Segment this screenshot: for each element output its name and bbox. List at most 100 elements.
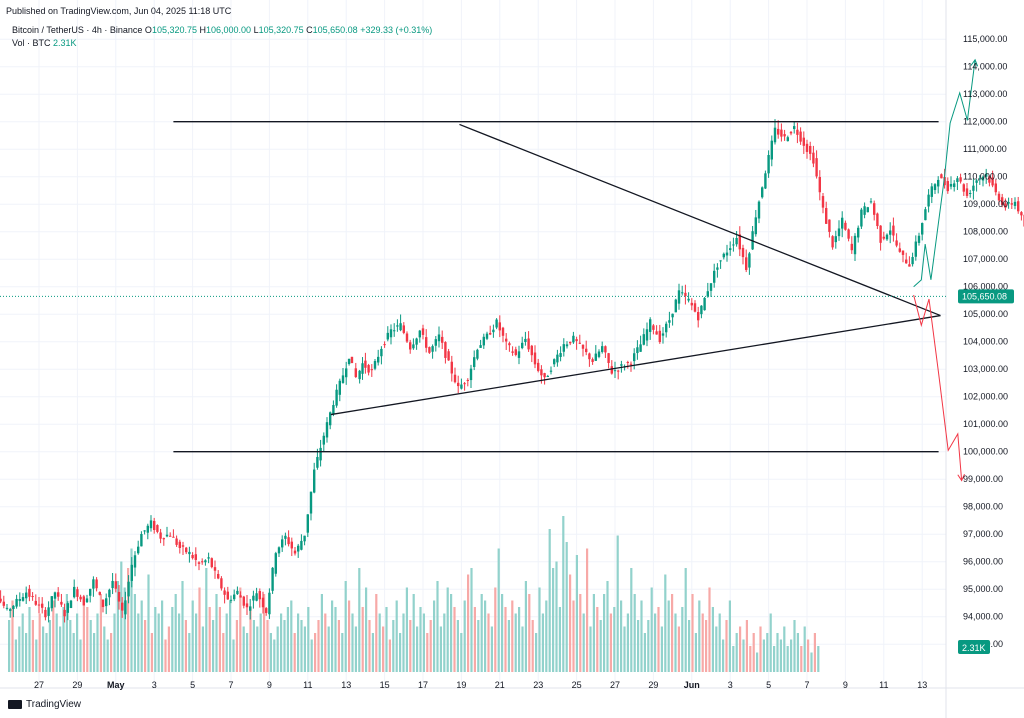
- candle-body: [898, 248, 901, 252]
- candle-body: [149, 520, 153, 529]
- volume-bar: [640, 600, 643, 672]
- volume-bar: [626, 613, 629, 672]
- volume-bar: [28, 607, 31, 672]
- volume-bar: [677, 626, 680, 672]
- candle-body: [511, 351, 514, 353]
- candle-body: [569, 341, 572, 344]
- volume-bar: [783, 626, 786, 672]
- candle-body: [873, 203, 876, 215]
- volume-bar: [477, 620, 480, 672]
- candle-body: [556, 354, 559, 363]
- volume-bar: [314, 633, 317, 672]
- candle-body: [885, 234, 889, 240]
- volume-bar: [25, 633, 28, 672]
- candle-body: [735, 238, 738, 245]
- candle-body: [741, 247, 745, 258]
- candle-body: [681, 292, 684, 294]
- candle-body: [396, 325, 399, 327]
- candle-body: [937, 179, 940, 187]
- candle-body: [527, 338, 530, 350]
- candle-body: [972, 185, 975, 191]
- price-tick-label: 112,000.00: [963, 117, 1007, 127]
- candle-body: [754, 217, 757, 235]
- candle-body: [953, 183, 956, 188]
- candle-body: [508, 343, 511, 346]
- volume-bar: [96, 613, 99, 672]
- candle-body: [802, 137, 805, 146]
- volume-bar: [324, 613, 327, 672]
- candle-body: [642, 334, 645, 345]
- volume-bar: [701, 613, 704, 672]
- volume-bar: [688, 620, 691, 672]
- volume-bar: [8, 620, 11, 672]
- candle-body: [722, 253, 725, 258]
- candle-body: [690, 302, 693, 306]
- candle-body: [82, 596, 85, 606]
- volume-bar: [399, 633, 402, 672]
- candle-body: [127, 581, 130, 597]
- candle-body: [431, 346, 434, 352]
- candle-body: [63, 609, 66, 617]
- volume-bar: [769, 613, 772, 672]
- bullish-projection: [913, 59, 976, 288]
- volume-bar: [647, 620, 650, 672]
- candle-body: [233, 594, 236, 600]
- candle-body: [50, 596, 53, 609]
- candle-body: [796, 129, 799, 135]
- volume-bar: [715, 626, 718, 672]
- volume-bar: [303, 626, 306, 672]
- price-axis[interactable]: 115,000.00 114,000.00 113,000.00 112,000.00…: [958, 34, 1014, 654]
- candle-body: [837, 228, 841, 237]
- time-tick-label: May: [107, 680, 125, 690]
- candle-body: [882, 236, 885, 239]
- candle-body: [12, 605, 15, 610]
- volume-bar: [643, 633, 646, 672]
- high-label: H: [199, 25, 207, 35]
- volume-bar: [106, 639, 109, 672]
- time-axis[interactable]: 27 29 May 3 5 7 9 11 13 15 17 19 21 23 25 27 29 Jun 3 5 7 9 11…: [34, 680, 927, 690]
- candle-body: [415, 338, 418, 345]
- candle-body: [607, 353, 610, 364]
- volume-bar: [803, 626, 806, 672]
- candle-body: [959, 177, 962, 182]
- volume-bar: [460, 633, 463, 672]
- volume-bar: [110, 633, 113, 672]
- volume-bar: [579, 594, 582, 672]
- candle-body: [345, 368, 348, 378]
- volume-bar: [195, 613, 198, 672]
- volume-bar: [606, 581, 609, 672]
- volume-bar: [334, 607, 337, 672]
- candle-body: [828, 219, 831, 232]
- candle-body: [469, 368, 473, 381]
- volume-bar: [409, 620, 412, 672]
- volume-bar: [552, 568, 555, 672]
- candle-body: [495, 319, 498, 328]
- volume-bar: [154, 607, 157, 672]
- candle-body: [341, 375, 345, 383]
- candle-body: [325, 422, 329, 438]
- candle-body: [578, 342, 581, 344]
- candle-body: [661, 333, 665, 336]
- candle-body: [921, 223, 924, 235]
- volume-bar: [388, 639, 391, 672]
- candle-body: [997, 193, 1001, 201]
- candle-body: [777, 128, 780, 135]
- volume-bar: [256, 626, 259, 672]
- candle-body: [713, 270, 716, 283]
- volume-bar: [620, 600, 623, 672]
- volume-bar: [341, 633, 344, 672]
- high-value: 106,000.00: [206, 25, 252, 35]
- candle-body: [44, 609, 47, 618]
- volume-bar: [518, 607, 521, 672]
- volume-bar: [705, 620, 708, 672]
- candle-body: [639, 344, 642, 352]
- volume-bar: [35, 639, 38, 672]
- volume-bar: [535, 633, 538, 672]
- tradingview-logo[interactable]: TradingView: [8, 699, 81, 710]
- candle-body: [706, 291, 709, 297]
- drawing-annotations[interactable]: [0, 58, 979, 482]
- volume-bar: [725, 620, 728, 672]
- candle-body: [73, 586, 76, 598]
- candle-body: [293, 550, 297, 554]
